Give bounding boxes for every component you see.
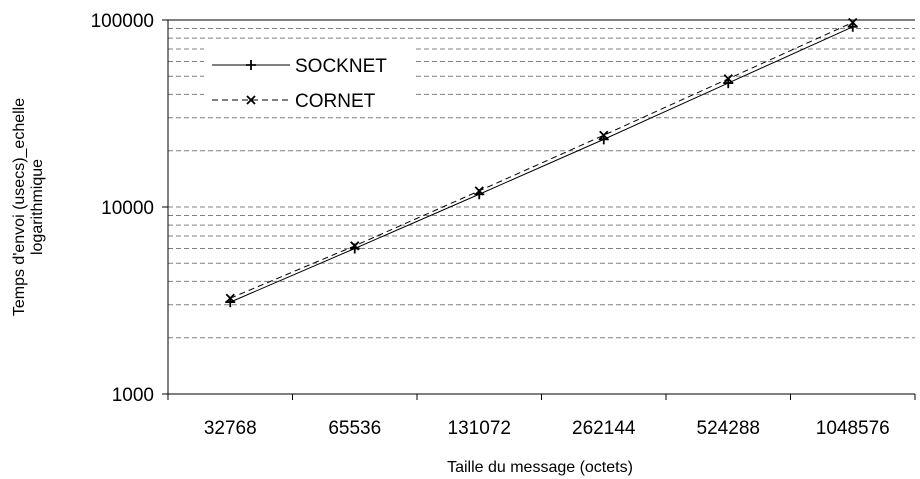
tick-labels: 1000 10000 100000 32768 65536 131072 262144 524… <box>91 11 890 439</box>
legend: SOCKNET CORNET <box>204 45 414 117</box>
y-axis-title-line-1: Temps d'envoi (usecs)_echelle <box>11 98 28 316</box>
data-point-cornet <box>350 241 360 251</box>
x-tick-label: 131072 <box>448 418 511 439</box>
legend-item-socknet: SOCKNET <box>212 56 387 77</box>
x-tick-label: 32768 <box>204 418 257 439</box>
data-point-cornet <box>474 186 484 196</box>
x-tick-label: 65536 <box>328 418 381 439</box>
x-axis-title: Taille du message (octets) <box>447 459 633 476</box>
series-cornet <box>225 17 858 303</box>
axes <box>162 19 916 400</box>
series-lines <box>225 17 858 308</box>
legend-label-socknet: SOCKNET <box>295 56 387 77</box>
legend-label-cornet: CORNET <box>295 91 376 112</box>
x-tick-label: 1048576 <box>816 418 890 439</box>
y-axis-title: Temps d'envoi (usecs)_echelle logarithmi… <box>11 98 46 316</box>
data-point-cornet <box>848 17 858 28</box>
legend-background <box>204 45 414 117</box>
series-line-socknet <box>230 26 853 303</box>
legend-marker-cornet <box>246 95 256 105</box>
data-point-cornet <box>723 74 733 84</box>
y-tick-label: 1000 <box>112 385 154 406</box>
x-tick-label: 524288 <box>697 418 760 439</box>
y-axis-title-line-2: logarithmique <box>29 159 46 255</box>
y-tick-label: 10000 <box>101 198 154 219</box>
data-point-cornet <box>225 293 235 303</box>
data-point-cornet <box>599 130 609 140</box>
y-tick-label: 100000 <box>91 11 154 32</box>
x-tick-label: 262144 <box>572 418 636 439</box>
legend-item-cornet: CORNET <box>212 91 376 112</box>
legend-marker-socknet <box>246 60 256 70</box>
series-line-cornet <box>230 22 853 299</box>
